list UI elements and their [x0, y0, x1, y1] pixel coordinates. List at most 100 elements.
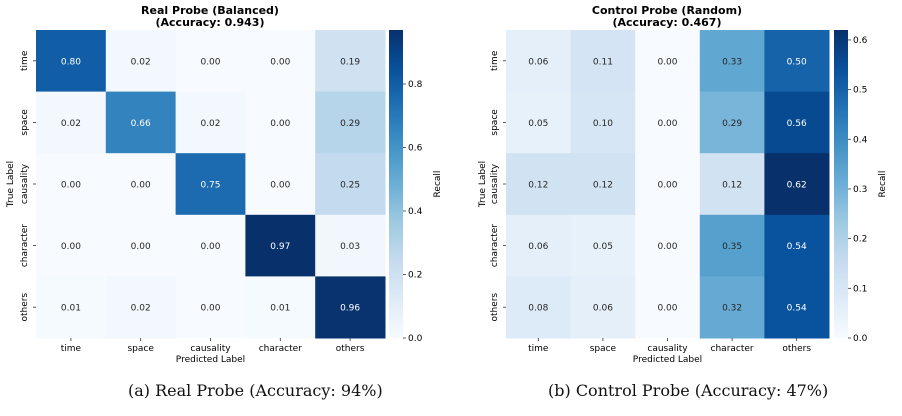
cell-value-label: 0.00 — [657, 181, 677, 191]
cell-value-label: 0.05 — [593, 242, 613, 252]
heatmap-cell — [570, 153, 636, 216]
cell-value-label: 0.11 — [593, 57, 613, 67]
chart-subtitle: (Accuracy: 0.467) — [612, 16, 721, 29]
colorbar — [834, 30, 848, 338]
x-axis-label: Predicted Label — [633, 355, 702, 365]
y-tick-label: others — [490, 293, 500, 322]
cell-value-label: 0.02 — [131, 304, 151, 314]
colorbar-tick-label: 0.4 — [853, 135, 868, 145]
cell-value-label: 0.00 — [657, 242, 677, 252]
heatmap-cell — [245, 91, 316, 154]
cell-value-label: 0.80 — [61, 57, 81, 67]
x-tick-label: space — [590, 344, 617, 354]
heatmap-cell — [764, 214, 830, 277]
heatmap-cell — [36, 91, 107, 154]
cell-value-label: 0.66 — [131, 119, 151, 129]
colorbar-tick-label: 0.6 — [408, 143, 423, 153]
colorbar-tick-label: 0.1 — [853, 284, 867, 294]
cell-value-label: 0.10 — [593, 119, 613, 129]
chart-title: Control Probe (Random) — [592, 4, 742, 17]
x-tick-label: time — [528, 344, 549, 354]
heatmap-cell — [635, 214, 701, 277]
colorbar-label: Recall — [878, 171, 888, 198]
cell-value-label: 0.05 — [528, 119, 548, 129]
colorbar-tick-label: 0.6 — [853, 36, 868, 46]
colorbar-label: Recall — [433, 171, 443, 198]
heatmap-cell — [175, 214, 246, 277]
y-tick-label: causality — [20, 163, 30, 204]
colorbar-tick-label: 0.2 — [853, 235, 867, 245]
y-tick-label: space — [20, 109, 30, 136]
cell-value-label: 0.02 — [131, 57, 151, 67]
cell-value-label: 0.54 — [787, 304, 807, 314]
heatmap-cell — [764, 30, 830, 93]
cell-value-label: 0.03 — [340, 242, 360, 252]
heatmap-cell — [506, 153, 572, 216]
chart-title: Real Probe (Balanced) — [141, 4, 279, 17]
heatmap-cell — [175, 30, 246, 93]
cell-value-label: 0.06 — [528, 242, 548, 252]
heatmap-cell — [36, 214, 107, 277]
heatmap-cell — [764, 91, 830, 154]
cell-value-label: 0.06 — [593, 304, 613, 314]
cell-value-label: 0.96 — [340, 304, 360, 314]
caption-b: (b) Control Probe (Accuracy: 47%) — [548, 381, 829, 400]
heatmap-cell — [506, 214, 572, 277]
heatmap-cell — [570, 91, 636, 154]
heatmap-cell — [105, 214, 177, 277]
heatmap-cell — [570, 214, 636, 277]
y-axis-label: True Label — [6, 161, 16, 208]
x-tick-label: space — [127, 344, 154, 354]
cell-value-label: 0.00 — [657, 57, 677, 67]
cell-value-label: 0.75 — [200, 181, 220, 191]
cell-value-label: 0.35 — [722, 242, 742, 252]
colorbar-tick-label: 0.5 — [853, 86, 867, 96]
heatmap-cell — [105, 153, 177, 216]
chart-subtitle: (Accuracy: 0.943) — [155, 16, 264, 29]
cell-value-label: 0.00 — [657, 119, 677, 129]
heatmap-cell — [699, 214, 765, 277]
colorbar-tick-label: 0.0 — [408, 334, 423, 344]
cell-value-label: 0.08 — [528, 304, 548, 314]
cell-value-label: 0.00 — [131, 181, 151, 191]
heatmap-cell — [175, 276, 246, 339]
heatmap-cell — [175, 153, 246, 216]
y-tick-label: time — [20, 50, 30, 71]
heatmap-cell — [105, 276, 177, 339]
cell-value-label: 0.00 — [270, 119, 290, 129]
heatmap-cell — [175, 91, 246, 154]
heatmap-cell — [635, 276, 701, 339]
cell-value-label: 0.01 — [61, 304, 81, 314]
cell-value-label: 0.00 — [200, 242, 220, 252]
heatmap-cell — [315, 153, 386, 216]
y-tick-label: causality — [490, 163, 500, 204]
y-tick-label: time — [490, 50, 500, 71]
heatmap-cell — [506, 91, 572, 154]
heatmap-cell — [245, 30, 316, 93]
cell-value-label: 0.02 — [61, 119, 81, 129]
cell-value-label: 0.12 — [593, 181, 613, 191]
colorbar-tick-label: 0.2 — [408, 270, 422, 280]
heatmap-cell — [570, 30, 636, 93]
y-tick-label: space — [490, 109, 500, 136]
y-axis-label: True Label — [478, 161, 488, 208]
y-tick-label: character — [20, 224, 30, 267]
cell-value-label: 0.19 — [340, 57, 360, 67]
heatmap-cell — [699, 276, 765, 339]
heatmap-cell — [245, 214, 316, 277]
colorbar-tick-label: 0.8 — [408, 80, 423, 90]
cell-value-label: 0.25 — [340, 181, 360, 191]
cell-value-label: 0.32 — [722, 304, 742, 314]
cell-value-label: 0.02 — [200, 119, 220, 129]
heatmap-cell — [245, 276, 316, 339]
cell-value-label: 0.29 — [722, 119, 742, 129]
cell-value-label: 0.54 — [787, 242, 807, 252]
cell-value-label: 0.29 — [340, 119, 360, 129]
colorbar-tick-label: 0.3 — [853, 185, 867, 195]
cell-value-label: 0.12 — [528, 181, 548, 191]
heatmap-cell — [699, 153, 765, 216]
heatmap-cell — [36, 153, 107, 216]
heatmap-cell — [315, 214, 386, 277]
cell-value-label: 0.00 — [657, 304, 677, 314]
